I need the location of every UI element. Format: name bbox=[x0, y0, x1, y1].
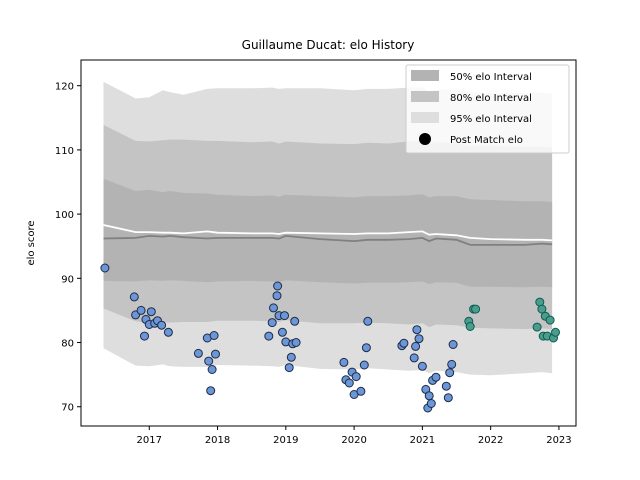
post-match-point bbox=[471, 304, 481, 314]
legend-swatch-50 bbox=[411, 70, 439, 81]
post-match-point bbox=[267, 318, 277, 328]
post-match-point bbox=[417, 361, 427, 371]
post-match-point bbox=[447, 359, 457, 369]
legend: 50% elo Interval 80% elo Interval 95% el… bbox=[405, 64, 570, 154]
post-match-point bbox=[424, 391, 434, 401]
post-match-point bbox=[412, 325, 422, 335]
legend-marker-post-match bbox=[419, 133, 431, 145]
legend-swatch-95 bbox=[411, 112, 439, 123]
median-line bbox=[103, 234, 553, 246]
x-tick-label: 2020 bbox=[341, 435, 366, 446]
y-tick-label: 100 bbox=[55, 210, 74, 221]
post-match-point bbox=[204, 356, 214, 366]
post-match-point bbox=[443, 393, 453, 403]
post-match-point bbox=[211, 349, 220, 359]
plot-area bbox=[100, 81, 560, 413]
x-tick-label: 2018 bbox=[205, 435, 230, 446]
post-match-point bbox=[280, 311, 289, 321]
x-tick-label: 2023 bbox=[546, 435, 571, 446]
post-match-point bbox=[409, 353, 419, 363]
post-match-point bbox=[290, 316, 300, 326]
post-match-point bbox=[273, 281, 283, 291]
y-tick-label: 80 bbox=[61, 339, 74, 350]
legend-label-50: 50% elo Interval bbox=[450, 72, 532, 83]
y-tick-label: 90 bbox=[61, 274, 74, 285]
post-match-point bbox=[193, 348, 203, 358]
y-axis-label: elo score bbox=[26, 220, 37, 265]
post-match-point bbox=[448, 340, 458, 349]
post-match-point bbox=[163, 327, 173, 337]
mean-line bbox=[103, 224, 553, 242]
legend-label-post-match: Post Match elo bbox=[450, 135, 523, 146]
post-match-point bbox=[146, 307, 156, 317]
post-match-point bbox=[411, 341, 421, 351]
post-match-point bbox=[264, 331, 274, 341]
legend-label-80: 80% elo Interval bbox=[450, 93, 532, 104]
post-match-point bbox=[157, 320, 167, 330]
post-match-point bbox=[140, 331, 149, 341]
x-tick-label: 2021 bbox=[410, 435, 435, 446]
post-match-point bbox=[207, 365, 217, 374]
y-tick-label: 120 bbox=[55, 82, 74, 93]
post-match-point bbox=[344, 378, 354, 388]
axes: 2017 2018 2019 2020 2021 2022 2023 70 80 90 100 110… bbox=[55, 59, 577, 446]
x-tick-label: 2022 bbox=[478, 435, 503, 446]
axes-frame bbox=[80, 59, 577, 427]
legend-label-95: 95% elo Interval bbox=[450, 114, 532, 125]
post-match-point bbox=[532, 322, 542, 332]
post-match-point bbox=[414, 334, 424, 344]
post-match-point bbox=[286, 352, 296, 362]
legend-swatch-80 bbox=[411, 91, 439, 102]
x-tick-label: 2017 bbox=[137, 435, 162, 446]
legend-frame bbox=[405, 64, 570, 154]
y-tick-label: 70 bbox=[61, 403, 74, 414]
post-match-point bbox=[441, 381, 451, 391]
post-match-point bbox=[445, 368, 455, 378]
post-match-point bbox=[431, 372, 441, 382]
post-match-point bbox=[551, 327, 560, 337]
y-tick-label: 110 bbox=[55, 146, 74, 157]
post-match-point bbox=[399, 338, 409, 348]
post-match-point bbox=[100, 263, 110, 273]
post-match-point bbox=[537, 304, 547, 314]
chart-title: Guillaume Ducat: elo History bbox=[242, 38, 415, 52]
post-match-point bbox=[284, 363, 294, 373]
post-match-point bbox=[339, 357, 349, 367]
post-match-point bbox=[136, 305, 146, 315]
post-match-point bbox=[206, 386, 216, 396]
post-match-point bbox=[277, 327, 287, 337]
post-match-point bbox=[351, 372, 361, 382]
post-match-point bbox=[361, 343, 371, 353]
x-tick-label: 2019 bbox=[273, 435, 298, 446]
post-match-point bbox=[272, 291, 282, 301]
post-match-point bbox=[269, 303, 278, 313]
post-match-point bbox=[465, 322, 475, 331]
post-match-point bbox=[363, 316, 373, 326]
post-match-point bbox=[426, 399, 436, 408]
post-match-point bbox=[359, 360, 369, 370]
post-match-point bbox=[209, 331, 219, 340]
post-match-point bbox=[291, 338, 301, 347]
post-match-point bbox=[356, 386, 366, 396]
post-match-point bbox=[129, 292, 139, 302]
post-match-point bbox=[545, 315, 555, 325]
